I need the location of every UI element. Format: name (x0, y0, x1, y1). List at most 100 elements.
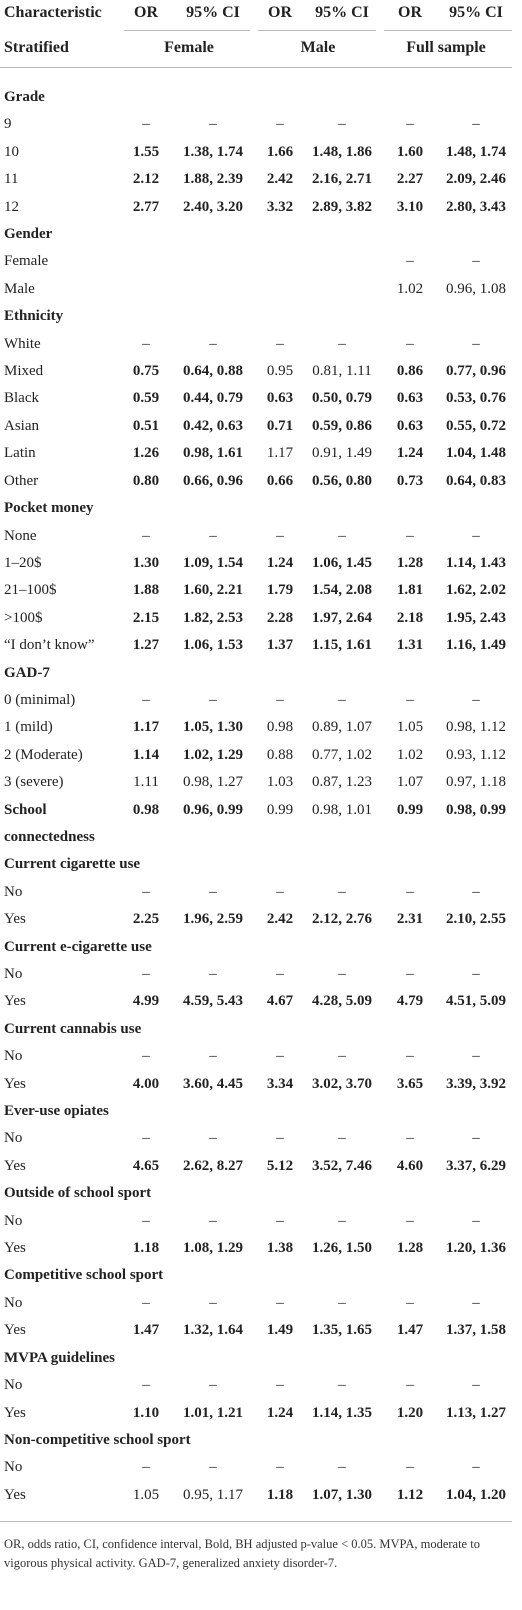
cell: 1.97, 2.64 (312, 609, 372, 626)
row-label: Yes (4, 911, 26, 928)
data-row: No – – – – – – (0, 879, 512, 906)
cell: 4.79 (396, 993, 424, 1010)
cell: 1.07, 1.30 (312, 1486, 372, 1503)
section-label: GAD-7 (4, 664, 50, 681)
cell: 4.51, 5.09 (446, 993, 507, 1010)
row-label: 1 (mild) (4, 719, 53, 736)
cell: 1.48, 1.86 (312, 143, 372, 160)
cell: – (472, 1130, 480, 1147)
row-label: School connectedness (4, 801, 95, 845)
cell: 1.81 (396, 582, 424, 599)
cell: – (142, 1377, 150, 1394)
cell: 1.01, 1.21 (183, 1404, 243, 1421)
data-row: No – – – – – – (0, 1290, 512, 1317)
cell: 0.80 (132, 472, 160, 489)
bottom-rule (0, 1521, 512, 1522)
cell: – (209, 527, 217, 544)
cell: – (406, 335, 414, 352)
cell: 0.63 (396, 417, 424, 434)
cell: 1.02, 1.29 (183, 746, 243, 763)
cell: 0.93, 1.12 (446, 746, 507, 763)
cell: – (276, 1459, 284, 1476)
row-label: No (4, 1377, 23, 1394)
data-row: Male 1.02 0.96, 1.08 (0, 276, 512, 303)
section-label: Ever-use opiates (4, 1103, 109, 1120)
cell: – (406, 883, 414, 900)
row-label: White (4, 335, 41, 352)
section-row: Current e-cigarette use (0, 934, 512, 961)
cell: 1.48, 1.74 (446, 143, 507, 160)
row-label: Asian (4, 417, 39, 434)
cell: 2.62, 8.27 (183, 1157, 243, 1174)
row-label: 1–20$ (4, 554, 42, 571)
column-header: 95% CI (315, 4, 369, 21)
cell: – (142, 691, 150, 708)
cell: – (338, 1212, 346, 1229)
section-label: MVPA guidelines (4, 1349, 115, 1366)
data-row: >100$ 2.15 1.82, 2.53 2.28 1.97, 2.64 2.18 1.9… (0, 605, 512, 632)
row-label: 12 (4, 198, 19, 215)
cell: 1.28 (396, 1240, 424, 1257)
cell: 0.51 (132, 417, 160, 434)
cell: 1.62, 2.02 (446, 582, 507, 599)
cell: – (142, 1130, 150, 1147)
cell: 0.59 (132, 390, 160, 407)
cell: 1.18 (132, 1240, 160, 1257)
cell: 1.60 (396, 143, 424, 160)
cell: – (209, 1130, 217, 1147)
cell: 1.96, 2.59 (183, 911, 243, 928)
cell: 2.09, 2.46 (446, 171, 507, 188)
cell: 0.99 (396, 801, 424, 818)
cell: 1.38, 1.74 (183, 143, 243, 160)
data-row: 21–100$ 1.88 1.60, 2.21 1.79 1.54, 2.08 1.81 1… (0, 577, 512, 604)
cell: – (406, 1377, 414, 1394)
section-row: Ever-use opiates (0, 1098, 512, 1125)
cell: – (209, 116, 217, 133)
cell: – (406, 116, 414, 133)
cell: 0.89, 1.07 (312, 719, 372, 736)
row-label: 3 (severe) (4, 774, 64, 791)
cell: 0.98 (132, 801, 160, 818)
column-header: OR (134, 4, 158, 21)
cell (256, 276, 304, 303)
cell: – (276, 527, 284, 544)
cell: 0.95, 1.17 (183, 1486, 243, 1503)
section-row: MVPA guidelines (0, 1345, 512, 1372)
cell: – (276, 691, 284, 708)
section-label: Pocket money (4, 500, 94, 517)
cell: 0.98, 1.12 (446, 719, 507, 736)
cell: – (276, 1212, 284, 1229)
cell: 1.66 (266, 143, 294, 160)
row-label: No (4, 1294, 23, 1311)
cell: – (472, 1459, 480, 1476)
cell: 2.28 (266, 609, 294, 626)
row-label: No (4, 1212, 23, 1229)
cell: 0.71 (266, 417, 294, 434)
data-row: 10 1.55 1.38, 1.74 1.66 1.48, 1.86 1.60 1.48, … (0, 139, 512, 166)
cell: – (209, 1459, 217, 1476)
cell: – (472, 1048, 480, 1065)
row-label: Mixed (4, 363, 44, 380)
data-row: No – – – – – – (0, 1454, 512, 1481)
cell: – (406, 1294, 414, 1311)
cell: – (406, 1048, 414, 1065)
row-label: Yes (4, 1322, 26, 1339)
cell: 1.30 (132, 554, 160, 571)
data-row: No – – – – – – (0, 961, 512, 988)
cell: 1.14, 1.35 (312, 1404, 372, 1421)
cell: 1.16, 1.49 (446, 637, 507, 654)
cell: – (276, 335, 284, 352)
cell: 4.00 (132, 1075, 160, 1092)
cell: 2.80, 3.43 (446, 198, 507, 215)
group-header: Male (300, 39, 336, 56)
cell (122, 248, 170, 275)
cell: 1.03 (266, 774, 294, 791)
cell: 2.16, 2.71 (312, 171, 372, 188)
cell: 3.10 (396, 198, 424, 215)
row-label: 2 (Moderate) (4, 746, 83, 763)
data-row: Yes 1.10 1.01, 1.21 1.24 1.14, 1.35 1.20 1.13,… (0, 1400, 512, 1427)
row-label: 10 (4, 143, 19, 160)
cell: 1.37, 1.58 (446, 1322, 507, 1339)
cell: 0.87, 1.23 (312, 774, 372, 791)
